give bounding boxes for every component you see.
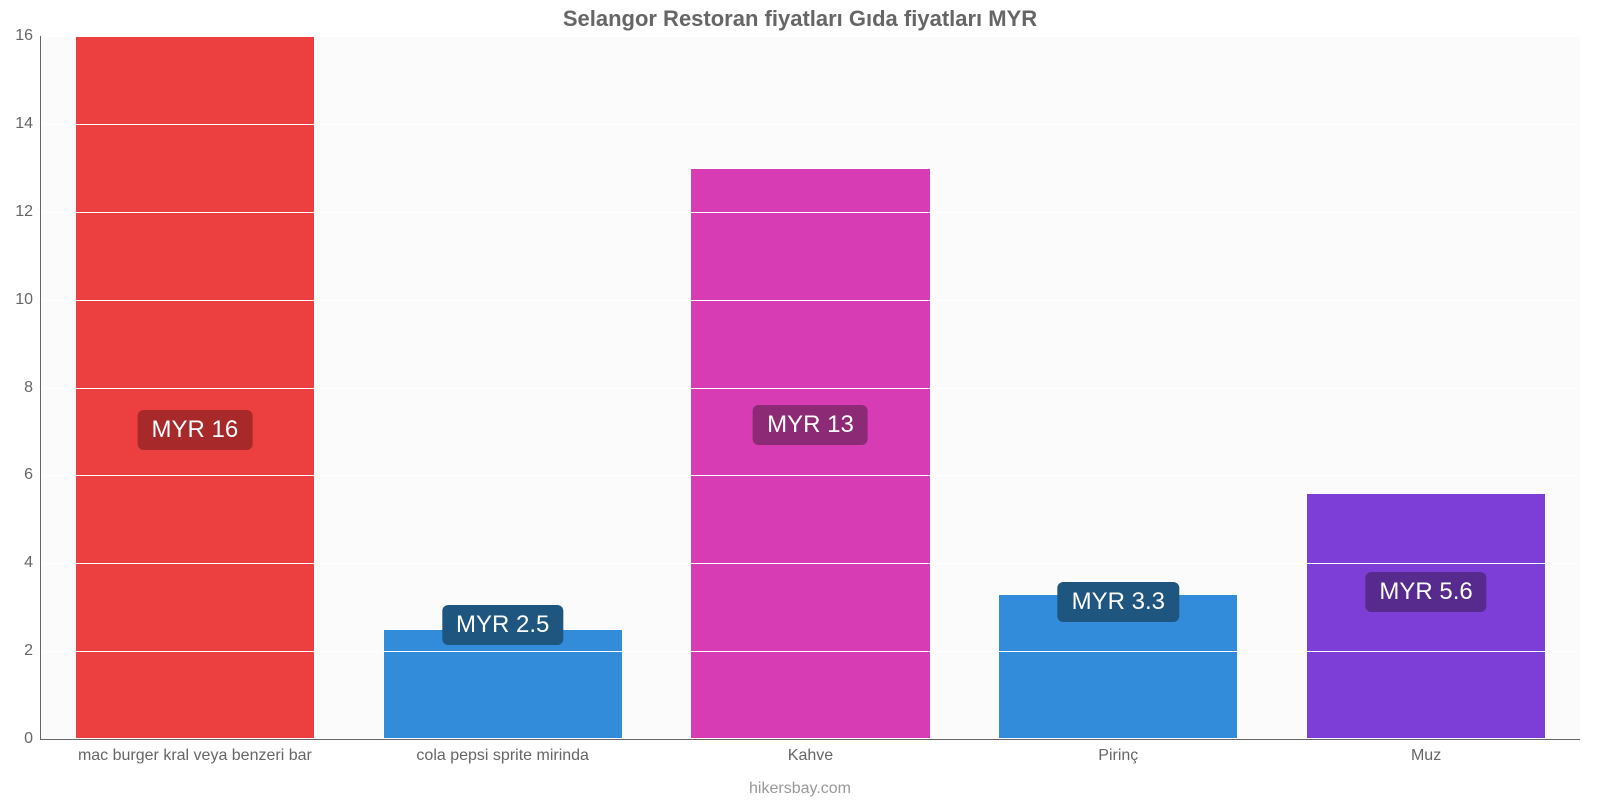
gridline: [41, 36, 1580, 37]
bar-value-label: MYR 2.5: [442, 605, 563, 645]
gridline: [41, 388, 1580, 389]
x-tick-label: mac burger kral veya benzeri bar: [78, 739, 312, 765]
chart-title: Selangor Restoran fiyatları Gıda fiyatla…: [0, 0, 1600, 38]
bar: MYR 13: [690, 168, 930, 739]
y-tick-label: 0: [24, 730, 41, 748]
gridline: [41, 212, 1580, 213]
y-tick-label: 4: [24, 554, 41, 572]
plot-area: MYR 16mac burger kral veya benzeri barMY…: [40, 36, 1580, 740]
chart-caption: hikersbay.com: [0, 780, 1600, 798]
gridline: [41, 475, 1580, 476]
y-tick-label: 2: [24, 642, 41, 660]
y-tick-label: 14: [15, 115, 41, 133]
bar: MYR 2.5: [383, 629, 623, 739]
bar: MYR 3.3: [998, 594, 1238, 739]
chart-container: Selangor Restoran fiyatları Gıda fiyatla…: [0, 0, 1600, 800]
bar-value-label: MYR 13: [753, 405, 868, 445]
y-tick-label: 16: [15, 27, 41, 45]
gridline: [41, 300, 1580, 301]
x-tick-label: Muz: [1411, 739, 1441, 765]
y-tick-label: 8: [24, 379, 41, 397]
bar-value-label: MYR 3.3: [1058, 582, 1179, 622]
y-tick-label: 10: [15, 291, 41, 309]
x-tick-label: cola pepsi sprite mirinda: [416, 739, 589, 765]
y-tick-label: 6: [24, 466, 41, 484]
gridline: [41, 124, 1580, 125]
y-tick-label: 12: [15, 203, 41, 221]
bar: MYR 5.6: [1306, 493, 1546, 739]
bar-value-label: MYR 5.6: [1365, 572, 1486, 612]
gridline: [41, 651, 1580, 652]
x-tick-label: Kahve: [788, 739, 833, 765]
x-tick-label: Pirinç: [1098, 739, 1138, 765]
gridline: [41, 563, 1580, 564]
bar-value-label: MYR 16: [138, 410, 253, 450]
